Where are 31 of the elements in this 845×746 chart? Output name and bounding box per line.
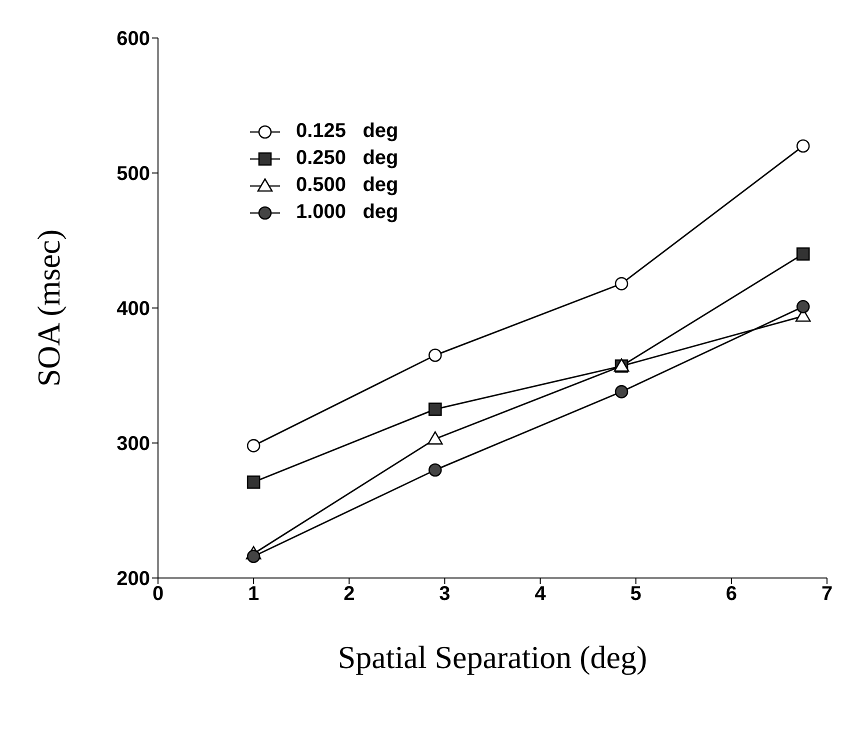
x-axis-title: Spatial Separation (deg) [338,639,648,675]
point [428,402,442,416]
legend-label: 0.250 deg [296,147,398,170]
point [796,300,810,314]
point [428,348,442,362]
y-tick-label: 300 [116,433,150,456]
x-tick-label: 6 [726,583,737,606]
point [246,550,260,564]
point [428,431,443,445]
point [246,439,260,452]
x-tick-label: 5 [630,583,642,606]
y-tick-label: 500 [116,163,150,186]
x-tick-label: 3 [439,583,450,606]
x-tick-label: 2 [344,583,355,606]
legend-label: 1.000 deg [296,201,398,224]
y-tick-label: 600 [116,28,150,50]
x-tick-label: 1 [248,583,260,606]
point [428,463,442,477]
legend-label: 0.125 deg [296,120,398,143]
point [796,247,810,261]
legend-label: 0.500 deg [296,174,398,197]
y-tick-label: 200 [116,568,150,590]
y-tick-label: 400 [116,298,150,320]
point [614,385,628,398]
x-tick-label: 4 [534,583,547,606]
point [246,476,260,489]
x-tick-label: 0 [152,583,164,606]
point [614,277,628,290]
point [796,139,810,153]
x-tick-label: 7 [821,583,833,606]
y-axis-title: SOA (msec) [30,229,66,387]
